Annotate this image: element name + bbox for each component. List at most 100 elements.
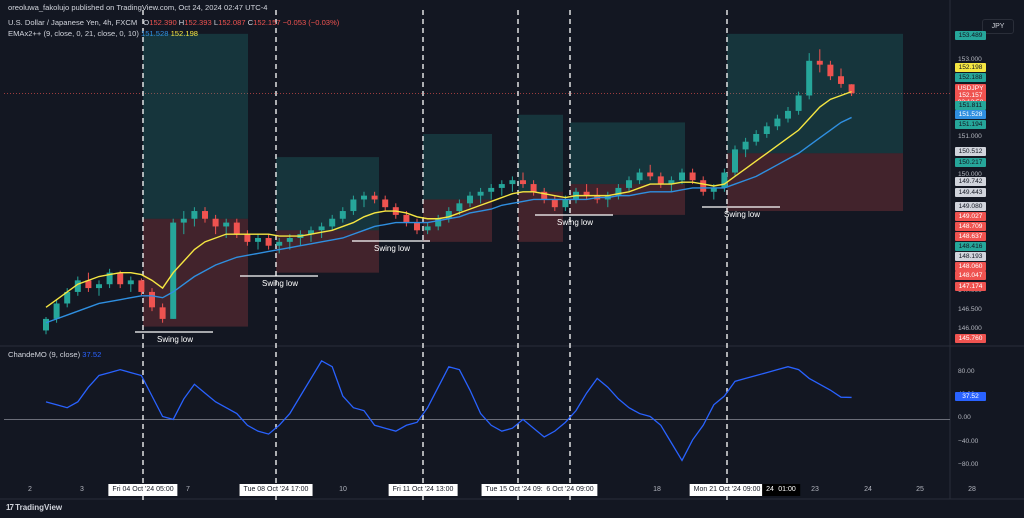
candle-body-35 bbox=[414, 222, 420, 231]
cmo-tick-2: 0.00 bbox=[958, 414, 971, 422]
cmo-value: 37.52 bbox=[82, 350, 102, 359]
candle-body-0 bbox=[43, 318, 49, 331]
price-badge-6: 151.811 bbox=[955, 101, 986, 110]
candle-body-69 bbox=[774, 118, 781, 127]
time-tick-6: 24 bbox=[864, 486, 872, 493]
candle-body-75 bbox=[838, 76, 844, 84]
close-label: C bbox=[247, 18, 254, 27]
candle-body-3 bbox=[74, 280, 81, 292]
close-value: 152.157 bbox=[253, 18, 281, 27]
candle-body-56 bbox=[636, 172, 643, 181]
footer-brand-text: TradingView bbox=[15, 503, 63, 512]
candle-body-15 bbox=[202, 211, 208, 219]
candle-body-70 bbox=[785, 110, 791, 119]
candle-body-28 bbox=[339, 211, 346, 219]
high-value: 152.393 bbox=[184, 18, 212, 27]
candle-body-6 bbox=[106, 272, 113, 285]
price-badge-20: 148.047 bbox=[955, 271, 986, 280]
candle-body-12 bbox=[170, 222, 177, 319]
ema-label: EMAx2++ (9, close, 0, 21, close, 0, 10) bbox=[8, 29, 139, 38]
candle-body-71 bbox=[795, 95, 802, 111]
crosshair-time-label-6: 24 bbox=[762, 484, 778, 496]
symbol-info: U.S. Dollar / Japanese Yen, 4h, FXCM O 15… bbox=[8, 18, 339, 27]
candle-body-72 bbox=[806, 60, 813, 96]
candle-body-16 bbox=[212, 218, 219, 227]
swing-low-label-0: Swing low bbox=[156, 335, 194, 344]
price-badge-8: 151.194 bbox=[955, 120, 986, 129]
price-tick-2: 151.000 bbox=[958, 132, 982, 140]
price-tick-3: 150.000 bbox=[958, 171, 982, 179]
candle-body-64 bbox=[721, 172, 728, 188]
swing-low-label-1: Swing low bbox=[261, 279, 299, 288]
candle-body-14 bbox=[191, 211, 198, 219]
cmo-line bbox=[45, 359, 852, 462]
candle-body-66 bbox=[742, 141, 749, 150]
ema-value-1: 151.528 bbox=[140, 29, 169, 38]
candle-body-22 bbox=[276, 241, 283, 246]
ema-value-2: 152.198 bbox=[170, 29, 199, 38]
candle-body-54 bbox=[615, 187, 622, 196]
low-value: 152.087 bbox=[218, 18, 246, 27]
price-badge-1: 152.198 bbox=[955, 63, 986, 72]
candle-body-1 bbox=[53, 303, 60, 319]
candle-body-45 bbox=[520, 180, 526, 185]
candle-body-40 bbox=[467, 195, 473, 204]
price-badge-7: 151.528 bbox=[955, 110, 986, 119]
ema-legend[interactable]: EMAx2++ (9, close, 0, 21, close, 0, 10) … bbox=[8, 29, 198, 38]
time-tick-0: 2 bbox=[28, 486, 32, 493]
time-tick-3: 10 bbox=[339, 486, 347, 493]
candle-body-68 bbox=[763, 126, 770, 134]
candle-body-11 bbox=[159, 307, 166, 319]
time-tick-7: 25 bbox=[916, 486, 924, 493]
profit-zone-2 bbox=[423, 134, 492, 200]
price-badge-11: 149.742 bbox=[955, 177, 986, 186]
high-label: H bbox=[178, 18, 185, 27]
crosshair-time-label-7: 01:00 bbox=[774, 484, 800, 496]
candle-body-63 bbox=[710, 187, 717, 192]
price-tick-6: 146.000 bbox=[958, 325, 982, 333]
candle-body-17 bbox=[223, 222, 230, 227]
open-label: O bbox=[143, 18, 150, 27]
cmo-tick-4: −80.00 bbox=[958, 461, 979, 469]
candle-body-21 bbox=[265, 238, 272, 246]
crosshair-time-label-4: 6 Oct '24 09:00 bbox=[542, 484, 598, 496]
candle-body-60 bbox=[679, 172, 685, 181]
candle-body-42 bbox=[488, 187, 495, 192]
ema-slow-line bbox=[45, 116, 852, 324]
candle-body-73 bbox=[816, 60, 823, 65]
candle-body-13 bbox=[180, 218, 187, 223]
profit-zone-0 bbox=[143, 33, 248, 219]
time-tick-1: 3 bbox=[80, 486, 84, 493]
change-value: −0.053 (−0.03%) bbox=[282, 18, 340, 27]
price-badge-4: 152.157 bbox=[955, 91, 986, 100]
candle-body-74 bbox=[827, 64, 834, 77]
symbol-name: U.S. Dollar / Japanese Yen, 4h, FXCM bbox=[8, 18, 138, 27]
candle-body-27 bbox=[329, 218, 336, 227]
candle-body-8 bbox=[127, 280, 134, 285]
candle-body-38 bbox=[445, 211, 452, 219]
candle-body-9 bbox=[138, 280, 145, 292]
currency-button[interactable]: JPY bbox=[982, 19, 1014, 34]
stop-zone-0 bbox=[143, 218, 248, 327]
price-badge-22: 145.760 bbox=[955, 334, 986, 343]
candle-body-43 bbox=[498, 184, 505, 188]
time-tick-5: 23 bbox=[811, 486, 819, 493]
crosshair-time-label-0: Fri 04 Oct '24 05:00 bbox=[108, 484, 178, 496]
profit-zone-3 bbox=[518, 114, 563, 192]
price-badge-12: 149.443 bbox=[955, 188, 986, 197]
candle-body-65 bbox=[732, 149, 738, 173]
candle-body-37 bbox=[435, 218, 442, 227]
candle-body-5 bbox=[96, 284, 102, 289]
footer-brand[interactable]: 17 TradingView bbox=[6, 503, 62, 512]
cmo-legend[interactable]: ChandeMO (9, close) 37.52 bbox=[8, 350, 101, 359]
candle-body-57 bbox=[647, 172, 654, 177]
candle-body-30 bbox=[361, 195, 367, 200]
candle-body-2 bbox=[64, 291, 71, 304]
price-badge-21: 147.174 bbox=[955, 282, 986, 291]
crosshair-time-label-2: Fri 11 Oct '24 13:00 bbox=[388, 484, 458, 496]
price-badge-18: 148.193 bbox=[955, 252, 986, 261]
candle-body-10 bbox=[149, 291, 155, 308]
candle-body-61 bbox=[689, 172, 696, 181]
candle-body-62 bbox=[700, 180, 707, 192]
